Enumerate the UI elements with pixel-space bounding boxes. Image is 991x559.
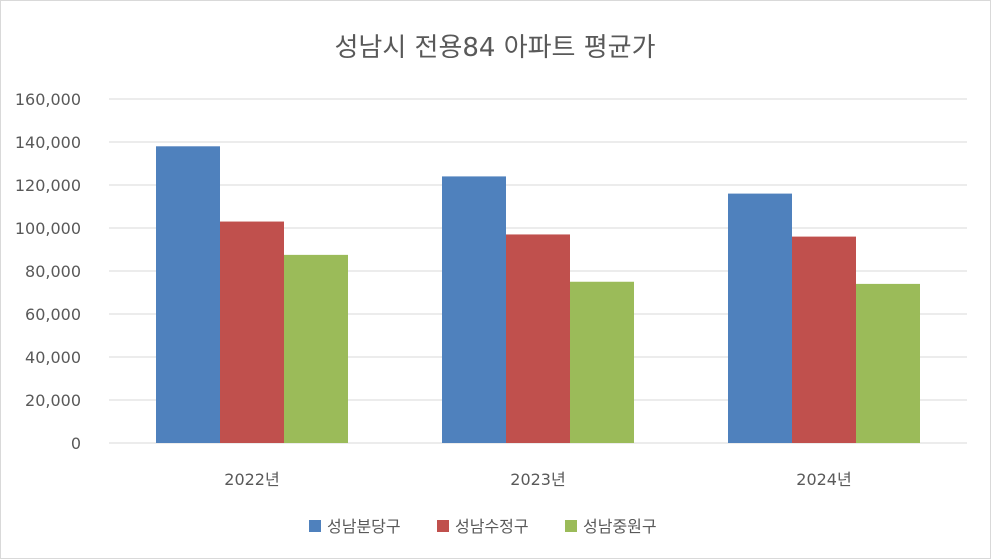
bar [856, 283, 920, 443]
y-tick-label: 40,000 [25, 348, 81, 367]
legend-label: 성남중원구 [583, 517, 657, 536]
y-axis: 0 20,000 40,000 60,000 80,000 100,000 120,000 1… [15, 90, 81, 453]
y-tick-label: 140,000 [15, 133, 81, 152]
bars [156, 146, 920, 444]
bar [728, 193, 792, 443]
legend-label: 성남수정구 [455, 517, 529, 536]
chart-title: 성남시 전용84 아파트 평균가 [335, 33, 656, 63]
bar [156, 146, 220, 444]
legend-swatch [565, 520, 577, 532]
bar [220, 221, 284, 443]
y-tick-label: 160,000 [15, 90, 81, 109]
legend-label: 성남분당구 [327, 517, 401, 536]
bar [284, 254, 348, 443]
y-tick-label: 100,000 [15, 219, 81, 238]
x-axis: 2022년 2023년 2024년 [224, 470, 851, 489]
y-tick-label: 80,000 [25, 262, 81, 281]
legend: 성남분당구 성남수정구 성남중원구 [309, 517, 657, 536]
legend-swatch [437, 520, 449, 532]
y-tick-label: 120,000 [15, 176, 81, 195]
bar [442, 176, 506, 443]
bar [506, 234, 570, 443]
x-tick-label: 2023년 [510, 470, 565, 489]
x-tick-label: 2022년 [224, 470, 279, 489]
y-tick-label: 60,000 [25, 305, 81, 324]
bar [570, 281, 634, 443]
y-tick-label: 20,000 [25, 391, 81, 410]
bar [792, 236, 856, 443]
x-tick-label: 2024년 [796, 470, 851, 489]
legend-swatch [309, 520, 321, 532]
y-tick-label: 0 [71, 434, 81, 453]
